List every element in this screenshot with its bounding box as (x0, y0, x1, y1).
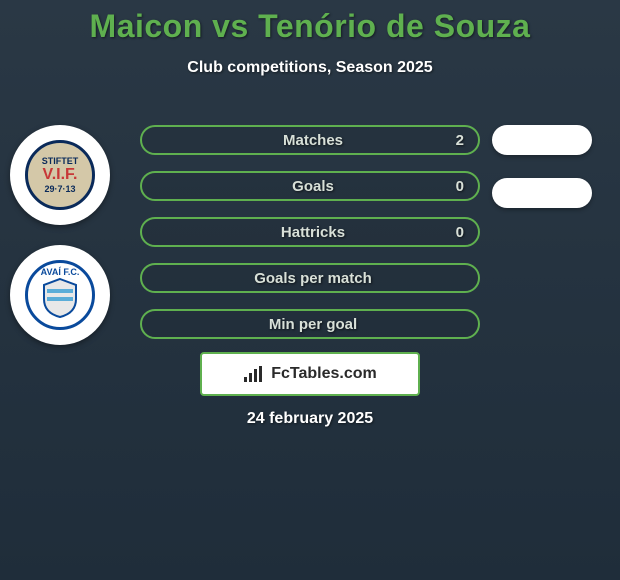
logo-1-text-center: V.I.F. (43, 166, 78, 184)
team-logo-1: STIFTET V.I.F. 29·7·13 (10, 125, 110, 225)
stat-row-min-per-goal: 0 Min per goal (140, 309, 480, 339)
stat-value: 0 (450, 224, 464, 241)
stat-row-hattricks: 0 Hattricks 0 (140, 217, 480, 247)
stat-label: Goals per match (176, 270, 450, 287)
pill-goals (492, 178, 592, 208)
stats-column: 0 Matches 2 0 Goals 0 0 Hattricks 0 0 Go… (140, 125, 480, 339)
logo-2-text-top: AVAÍ F.C. (41, 267, 80, 277)
shield-icon (41, 277, 79, 319)
team-logos-column: STIFTET V.I.F. 29·7·13 AVAÍ F.C. (10, 125, 110, 345)
stat-label: Min per goal (176, 316, 450, 333)
stat-label: Goals (176, 178, 450, 195)
stat-row-matches: 0 Matches 2 (140, 125, 480, 155)
logo-1-text-top: STIFTET (42, 156, 79, 166)
pills-column (492, 125, 592, 208)
team-logo-1-inner: STIFTET V.I.F. 29·7·13 (25, 140, 95, 210)
stat-row-goals-per-match: 0 Goals per match (140, 263, 480, 293)
stat-value: 2 (450, 132, 464, 149)
attribution-text: FcTables.com (271, 365, 377, 383)
date-text: 24 february 2025 (0, 410, 620, 428)
stat-label: Matches (176, 132, 450, 149)
stat-label: Hattricks (176, 224, 450, 241)
stat-row-goals: 0 Goals 0 (140, 171, 480, 201)
team-logo-2-inner: AVAÍ F.C. (25, 260, 95, 330)
attribution-box: FcTables.com (200, 352, 420, 396)
comparison-title: Maicon vs Tenório de Souza (0, 0, 620, 45)
stat-value: 0 (450, 178, 464, 195)
pill-matches (492, 125, 592, 155)
logo-1-text-bottom: 29·7·13 (44, 184, 75, 194)
bar-chart-icon (243, 365, 265, 383)
team-logo-2: AVAÍ F.C. (10, 245, 110, 345)
comparison-subtitle: Club competitions, Season 2025 (0, 59, 620, 77)
